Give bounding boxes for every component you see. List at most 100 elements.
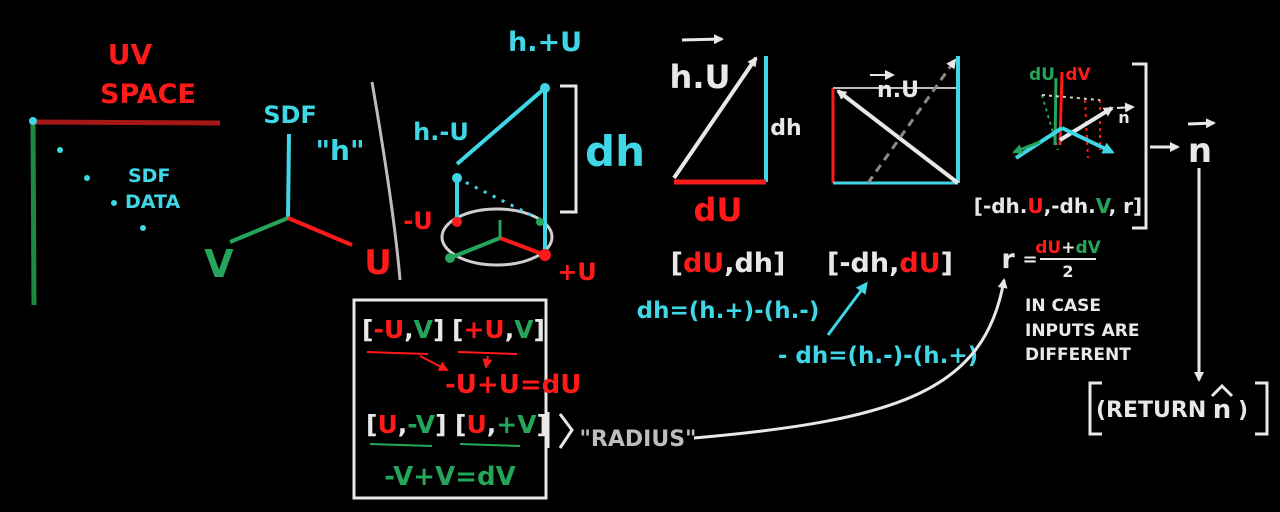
bracket-close: ] [435, 410, 446, 439]
bracket-close: ] [433, 315, 444, 344]
u-axis-label: U [364, 243, 392, 283]
pair-a: U [466, 410, 486, 439]
return-bracket-right [1255, 381, 1269, 436]
r-symbol: r [1001, 244, 1015, 275]
sdf-axis-line [286, 133, 291, 219]
h-label: "h" [315, 134, 364, 167]
sample-circle [440, 207, 554, 267]
num-plus: + [1061, 238, 1075, 258]
eq-d: dU [542, 370, 582, 400]
separator: , [398, 410, 408, 439]
separator: , [889, 248, 899, 279]
minus-u-label: -U [403, 207, 432, 235]
separator: , [404, 315, 414, 344]
bracket-open: [ [827, 248, 839, 279]
bracket-close: ] [773, 248, 785, 279]
pair-b: V [414, 315, 434, 344]
nv-part2: ,-dh. [1044, 194, 1096, 218]
hu-base-label: dU [694, 191, 743, 229]
sdf-axis-label: SDF [263, 101, 317, 129]
data-dot [84, 175, 90, 181]
pair-minus-u-v: [-U,V] [362, 315, 444, 344]
radius-brace [558, 413, 574, 449]
uv-space-title-line1: UV [108, 38, 153, 71]
plus-u-point [539, 249, 551, 261]
normal-3d-diagram: dU dV n n [1012, 62, 1216, 230]
dh-label: dh [585, 127, 645, 176]
side-point [536, 218, 544, 226]
pointer-arrow-red [482, 355, 493, 369]
radius-label: "RADIUS" [579, 427, 696, 452]
vector-arrow [1116, 102, 1135, 113]
hat-icon [1210, 383, 1234, 398]
sdf-data-label-line1: SDF [128, 165, 170, 187]
r-formula: r = dU+dV 2 [1001, 238, 1101, 281]
sample-v-axis [449, 236, 501, 260]
normal-vector: [-dh.U,-dh.V, r] [974, 194, 1142, 218]
bracket-open: [ [366, 410, 377, 439]
vector-du-dh: [dU,dh] [671, 248, 786, 279]
num-du: dU [1035, 238, 1061, 258]
uv-v-axis [30, 121, 37, 306]
nu-normal-line [836, 89, 960, 185]
pair-a: +U [463, 315, 504, 344]
separator: , [487, 410, 497, 439]
bracket-open: [ [452, 315, 463, 344]
separator: , [724, 248, 734, 279]
dashed-green-a [1041, 94, 1059, 151]
n-3d-label: n [1118, 108, 1129, 127]
nu-dashed-line [866, 58, 957, 184]
vertical-green [1053, 77, 1058, 146]
in-case-line1: IN CASE [1025, 296, 1101, 316]
in-case-line2: INPUTS ARE [1025, 321, 1139, 341]
equation-du: -U+U=dU [445, 370, 581, 400]
bracket-close: ] [1133, 194, 1142, 218]
v-axis-line [229, 216, 289, 244]
data-dot [57, 147, 63, 153]
hu-label: h.U [670, 58, 731, 96]
equations-box: [-U,V] [+U,V] -U+U=dU [U,-V] [U,+V] -V+V… [352, 298, 581, 500]
plus-u-label: +U [557, 258, 597, 286]
vertical-red [1058, 71, 1064, 146]
nv-part3: , r [1109, 194, 1134, 218]
pair-a: -U [373, 315, 404, 344]
dashed-white [1041, 94, 1101, 101]
sample-u-axis [499, 236, 546, 257]
cyan-axis-right [1061, 126, 1115, 154]
return-open: (RETURN [1096, 398, 1206, 423]
r-numerator: dU+dV [1035, 238, 1101, 258]
r-equals: = [1022, 249, 1037, 270]
center-point [445, 253, 455, 263]
r-denominator: 2 [1062, 262, 1073, 281]
h-minus-u-label: h.-U [413, 118, 469, 146]
du-component: dU [899, 248, 940, 279]
sdf-axes-diagram: SDF "h" V U [204, 81, 402, 286]
pair-a: U [377, 410, 397, 439]
pair-u-minus-v: [U,-V] [366, 410, 447, 439]
bracket-open: [ [974, 194, 983, 218]
pair-b: -V [407, 410, 436, 439]
equation-dv: -V+V=dV [384, 462, 515, 492]
h-plus-u-label: h.+U [508, 27, 582, 58]
vector-arrow [1187, 118, 1216, 129]
equation-ndh: - dh=(h.-)-(h.+) [778, 343, 978, 369]
nu-label: n.U [877, 78, 919, 103]
in-case-line3: DIFFERENT [1025, 345, 1131, 365]
hu-hypotenuse [672, 56, 758, 180]
nv-v: V [1096, 194, 1112, 218]
green-axis [1012, 140, 1041, 154]
uv-space-title-line2: SPACE [100, 79, 196, 110]
bracket-open: [ [671, 248, 683, 279]
slope-line [455, 86, 547, 166]
normal-arrow-3d [1058, 106, 1114, 142]
return-bracket-left [1088, 381, 1102, 436]
sdf-data-label-line2: DATA [125, 191, 180, 213]
underline-red [366, 351, 429, 355]
bracket-close: ] [537, 410, 548, 439]
bracket-close: ] [941, 248, 953, 279]
equation-dh: dh=(h.+)-(h.-) [637, 298, 820, 324]
data-dot [111, 200, 117, 206]
triangle-hu-diagram: h.U dh dU [670, 34, 802, 229]
eq-a: -U [445, 370, 477, 400]
sample-diagram: h.+U h.-U -U +U dh [403, 27, 645, 286]
